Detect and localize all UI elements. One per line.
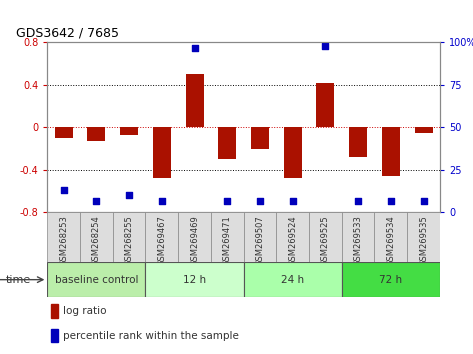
Text: GSM269533: GSM269533: [354, 215, 363, 266]
Point: [256, 198, 264, 203]
Text: 24 h: 24 h: [281, 275, 304, 285]
Bar: [309, 212, 342, 262]
Bar: [47, 262, 146, 297]
Text: GSM269534: GSM269534: [386, 215, 395, 266]
Bar: [120, 127, 138, 135]
Bar: [47, 212, 80, 262]
Text: GSM268254: GSM268254: [92, 215, 101, 266]
Bar: [113, 212, 146, 262]
Text: 12 h: 12 h: [183, 275, 206, 285]
Bar: [51, 304, 58, 318]
Text: GSM268253: GSM268253: [59, 215, 68, 266]
Bar: [55, 127, 73, 138]
Point: [191, 45, 198, 50]
Point: [289, 198, 297, 203]
Bar: [414, 127, 432, 133]
Bar: [244, 212, 276, 262]
Bar: [316, 83, 334, 127]
Bar: [244, 262, 342, 297]
Point: [223, 198, 231, 203]
Point: [158, 198, 166, 203]
Bar: [276, 212, 309, 262]
Point: [60, 188, 68, 193]
Bar: [342, 262, 440, 297]
Point: [387, 198, 394, 203]
Bar: [178, 212, 211, 262]
Point: [420, 198, 427, 203]
Text: log ratio: log ratio: [63, 306, 106, 316]
Point: [322, 43, 329, 49]
Text: time: time: [6, 275, 31, 285]
Text: GSM269469: GSM269469: [190, 215, 199, 266]
Text: GSM268255: GSM268255: [124, 215, 133, 266]
Bar: [375, 212, 407, 262]
Point: [125, 193, 133, 198]
Bar: [185, 74, 203, 127]
Bar: [88, 127, 105, 141]
Text: percentile rank within the sample: percentile rank within the sample: [63, 331, 239, 341]
Text: 72 h: 72 h: [379, 275, 403, 285]
Bar: [80, 212, 113, 262]
Bar: [407, 212, 440, 262]
Text: GDS3642 / 7685: GDS3642 / 7685: [16, 27, 119, 40]
Text: GSM269525: GSM269525: [321, 215, 330, 266]
Bar: [342, 212, 375, 262]
Text: GSM269467: GSM269467: [158, 215, 166, 266]
Bar: [211, 212, 244, 262]
Text: GSM269524: GSM269524: [288, 215, 297, 266]
Text: baseline control: baseline control: [54, 275, 138, 285]
Bar: [382, 127, 400, 176]
Bar: [146, 212, 178, 262]
Bar: [284, 127, 302, 178]
Bar: [349, 127, 367, 157]
Bar: [153, 127, 171, 178]
Bar: [251, 127, 269, 149]
Text: GSM269535: GSM269535: [419, 215, 428, 266]
Point: [93, 198, 100, 203]
Bar: [218, 127, 236, 159]
Bar: [146, 262, 244, 297]
Text: GSM269471: GSM269471: [223, 215, 232, 266]
Point: [354, 198, 362, 203]
Bar: [51, 329, 58, 343]
Text: GSM269507: GSM269507: [255, 215, 264, 266]
